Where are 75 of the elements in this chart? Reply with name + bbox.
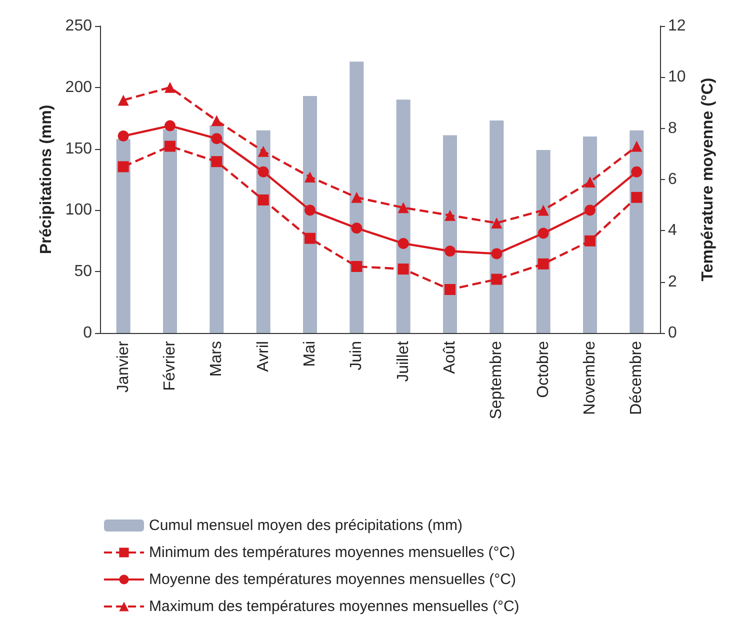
y-tick-label: 0 [83, 324, 92, 342]
point [304, 232, 316, 244]
x-tick-label: Juin [348, 341, 366, 370]
x-tick-label: Octobre [534, 340, 552, 398]
bar [443, 135, 457, 333]
y-tick-label: 250 [65, 18, 92, 34]
point [118, 94, 129, 106]
point [258, 146, 269, 157]
x-tick-label: Janvier [114, 340, 132, 393]
point [584, 235, 596, 246]
x-tick-label: Avril [254, 341, 272, 372]
y2-tick-label: 4 [668, 222, 677, 240]
point [304, 204, 316, 216]
point [538, 228, 549, 239]
x-tick-label: Décembre [628, 340, 646, 415]
point [398, 202, 409, 214]
point [211, 133, 222, 144]
bar [396, 100, 410, 333]
point [631, 166, 642, 178]
point [304, 171, 316, 182]
y-axis-title: Précipitations (mm) [38, 104, 55, 254]
point [258, 194, 269, 206]
y-tick-label: 100 [65, 202, 92, 219]
point [444, 284, 456, 296]
point [584, 204, 596, 216]
bar [210, 125, 224, 333]
y-tick-label: 150 [65, 140, 92, 158]
x-tick-label: Novembre [582, 340, 598, 415]
point [164, 82, 176, 93]
legend-label: Maximum des températures moyennes mensuelles (°C) [149, 598, 520, 615]
y2-axis-title: Température moyenne (°C) [700, 78, 716, 282]
point [444, 210, 456, 221]
point [164, 120, 176, 132]
point [631, 140, 642, 152]
point [351, 192, 362, 203]
y2-tick-label: 2 [668, 273, 677, 290]
x-tick-label: Août [442, 340, 458, 374]
point [444, 246, 456, 257]
x-tick-label: Mars [208, 341, 226, 377]
y2-tick-label: 6 [668, 171, 677, 188]
bar [350, 62, 364, 333]
y-tick-label: 200 [65, 78, 92, 96]
point [211, 156, 222, 168]
point [258, 166, 269, 178]
point [491, 274, 502, 285]
point [398, 238, 409, 249]
x-tick-label: Septembre [488, 340, 506, 420]
point [631, 192, 642, 203]
x-tick-label: Mai [302, 341, 318, 367]
point [211, 115, 222, 126]
y2-tick-label: 0 [668, 324, 677, 342]
y-tick-label: 50 [74, 263, 92, 280]
bar [163, 129, 177, 333]
legend-label: Minimum des températures moyennes mensuelles (°C) [149, 544, 516, 561]
legend-label: Moyenne des températures moyennes mensuelles (°C) [149, 571, 516, 588]
x-tick-label: Juillet [394, 340, 412, 382]
y2-tick-label: 10 [668, 68, 686, 86]
point [351, 222, 362, 234]
point [164, 140, 176, 152]
point [538, 258, 549, 270]
bar [116, 138, 130, 333]
point [398, 264, 409, 275]
x-tick-label: Février [162, 340, 178, 391]
point [538, 204, 549, 216]
bar [490, 120, 504, 333]
legend-label: Cumul mensuel moyen des précipitations (mm) [149, 517, 462, 534]
y2-tick-label: 8 [668, 120, 677, 137]
bar [630, 130, 644, 333]
y2-tick-label: 12 [668, 18, 686, 34]
point [491, 248, 502, 260]
point [118, 130, 129, 142]
point [118, 161, 129, 172]
point [491, 217, 502, 228]
point [351, 260, 362, 272]
point [584, 176, 596, 188]
